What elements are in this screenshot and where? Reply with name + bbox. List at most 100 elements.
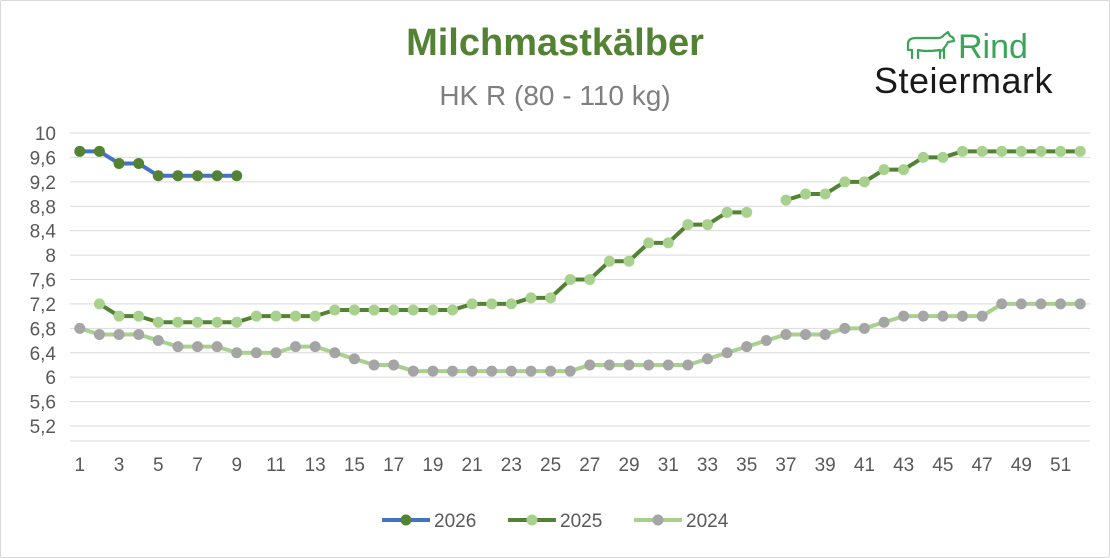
x-tick-label: 51 — [1050, 455, 1071, 476]
data-point — [545, 365, 557, 377]
series-line — [98, 210, 747, 325]
data-point — [192, 341, 203, 353]
data-point — [152, 335, 164, 347]
data-point — [388, 304, 400, 316]
data-point — [976, 310, 988, 322]
data-point — [407, 304, 419, 316]
legend-marker — [652, 514, 664, 526]
series-line — [79, 301, 1081, 374]
data-point — [957, 145, 968, 157]
x-tick-label: 47 — [972, 455, 993, 476]
data-point — [878, 164, 890, 176]
series-2025 — [93, 145, 1086, 328]
data-point — [643, 359, 655, 371]
logo-text-steiermark: Steiermark — [874, 60, 1054, 101]
data-point — [447, 304, 458, 316]
data-point — [1074, 298, 1086, 310]
data-point — [760, 335, 772, 347]
data-point — [231, 170, 243, 182]
data-point — [113, 328, 125, 340]
y-tick-label: 6,8 — [30, 319, 56, 340]
data-point — [133, 310, 145, 322]
logo-text-rind: Rind — [958, 28, 1028, 66]
legend-label: 2024 — [686, 511, 729, 532]
data-point — [93, 145, 105, 157]
y-tick-label: 6,4 — [30, 344, 57, 365]
data-point — [584, 359, 596, 371]
legend-item-2024: 2024 — [634, 511, 729, 532]
x-tick-label: 5 — [153, 455, 164, 476]
x-tick-label: 7 — [192, 455, 203, 476]
y-tick-label: 9,6 — [30, 148, 56, 169]
data-point — [643, 237, 655, 249]
series-line — [785, 149, 1081, 203]
legend-item-2025: 2025 — [508, 511, 602, 532]
y-tick-label: 5,2 — [30, 417, 56, 438]
chart-subtitle: HK R (80 - 110 kg) — [439, 80, 671, 111]
x-tick-label: 43 — [893, 455, 914, 476]
x-tick-label: 25 — [540, 455, 561, 476]
data-point — [427, 304, 439, 316]
x-tick-label: 29 — [618, 455, 639, 476]
data-point — [721, 206, 733, 218]
data-point — [348, 353, 360, 365]
data-point — [780, 328, 792, 340]
data-point — [172, 170, 184, 182]
x-tick-label: 9 — [231, 455, 242, 476]
chart-title: Milchmastkälber — [406, 22, 704, 64]
legend-marker — [526, 514, 538, 526]
data-point — [898, 310, 910, 322]
x-tick-label: 23 — [501, 455, 522, 476]
data-point — [329, 304, 341, 316]
data-point — [1035, 145, 1047, 157]
x-tick-label: 11 — [266, 455, 286, 476]
x-tick-label: 33 — [697, 455, 718, 476]
data-point — [682, 219, 694, 231]
data-point — [466, 365, 478, 377]
data-point — [525, 292, 537, 304]
legend-label: 2025 — [560, 511, 602, 532]
data-point — [996, 298, 1008, 310]
data-point — [211, 170, 223, 182]
data-point — [1015, 298, 1027, 310]
y-axis: 5,2 5,6 6 6,4 6,8 7,2 7,6 8 8,4 8,8 9,2 9,6 10 — [30, 124, 57, 438]
data-point — [133, 328, 145, 340]
data-point — [721, 347, 733, 359]
data-point — [309, 310, 321, 322]
y-tick-label: 8,8 — [30, 197, 56, 218]
data-point — [741, 206, 753, 218]
data-point — [937, 310, 949, 322]
data-point — [525, 365, 537, 377]
data-point — [290, 310, 302, 322]
x-tick-label: 49 — [1011, 455, 1032, 476]
data-point — [407, 365, 419, 377]
data-point — [192, 316, 203, 328]
data-point — [545, 292, 557, 304]
x-tick-label: 37 — [775, 455, 796, 476]
data-point — [270, 310, 282, 322]
data-point — [133, 158, 145, 170]
data-point — [898, 164, 910, 176]
data-point — [623, 359, 635, 371]
data-point — [329, 347, 341, 359]
series-2024 — [74, 298, 1086, 377]
data-point — [113, 158, 125, 170]
data-point — [839, 322, 851, 334]
data-point — [1035, 298, 1047, 310]
x-tick-label: 39 — [815, 455, 836, 476]
data-point — [211, 316, 223, 328]
data-point — [780, 194, 792, 206]
data-point — [290, 341, 302, 353]
data-point — [466, 298, 478, 310]
data-point — [603, 255, 615, 267]
data-point — [192, 170, 203, 182]
data-point — [250, 347, 262, 359]
data-point — [486, 365, 498, 377]
y-tick-label: 8,4 — [30, 222, 57, 243]
data-point — [858, 322, 870, 334]
data-point — [702, 353, 713, 365]
x-tick-label: 1 — [75, 455, 86, 476]
data-point — [682, 359, 694, 371]
logo: Rind Steiermark — [870, 28, 1060, 101]
data-point — [152, 316, 164, 328]
